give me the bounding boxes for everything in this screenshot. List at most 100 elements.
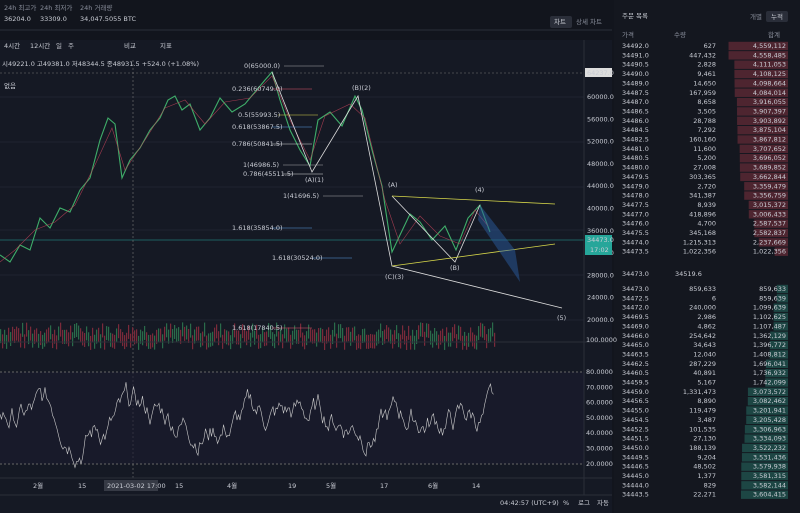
price-tick: 40000.0 — [587, 205, 614, 213]
quantity: 7,292 — [697, 126, 716, 134]
quantity: 12,040 — [693, 350, 716, 358]
volume-bar — [102, 323, 104, 338]
volume-bar — [434, 327, 436, 342]
interval[interactable]: 12시간 — [30, 41, 50, 50]
volume-bar — [92, 327, 94, 342]
scale-option[interactable]: 로그 — [578, 499, 590, 507]
volume-bar — [312, 329, 314, 344]
quantity: 8,658 — [697, 98, 716, 106]
total: 3,581,315 — [753, 472, 786, 480]
price-tick: 44000.0 — [587, 182, 614, 190]
price: 34450.0 — [622, 444, 649, 452]
projection — [478, 205, 520, 282]
volume-bar — [40, 331, 42, 346]
depth-bar — [737, 135, 788, 144]
volume-bar — [172, 329, 174, 344]
volume-bar — [268, 323, 270, 338]
volume-bar — [36, 328, 38, 343]
volume-bar — [382, 330, 384, 345]
depth-bar — [765, 359, 788, 368]
total: 4,559,112 — [753, 42, 786, 50]
volume-bar — [468, 332, 470, 347]
volume-bar — [202, 331, 204, 346]
quantity: 254,642 — [689, 332, 716, 340]
volume-bar — [152, 333, 154, 348]
fib-label: 1.618(35854.0) — [232, 224, 283, 232]
tab[interactable]: 차트 — [554, 17, 566, 26]
volume-bar — [174, 324, 176, 339]
stat-value: 34,047.5055 BTC — [80, 15, 136, 23]
mode[interactable]: 누적 — [771, 13, 783, 21]
volume-bar — [244, 328, 246, 343]
volume-bar — [296, 329, 298, 344]
price: 34477.5 — [622, 201, 649, 209]
volume-bar — [186, 325, 188, 340]
volume-bar — [384, 329, 386, 344]
quantity: 4,862 — [697, 322, 716, 330]
scale-option[interactable]: % — [563, 499, 569, 507]
depth-bar — [734, 60, 788, 69]
volume-bar — [68, 332, 70, 347]
price: 34443.5 — [622, 491, 649, 499]
volume-bar — [424, 331, 426, 346]
price: 34480.0 — [622, 164, 649, 172]
quantity: 27,008 — [693, 164, 716, 172]
volume-bar — [316, 332, 318, 347]
volume-bar — [10, 332, 12, 347]
volume-bar — [300, 323, 302, 338]
total: 2,582,837 — [753, 229, 786, 237]
total: 3,073,572 — [753, 388, 786, 396]
volume-bar — [326, 329, 328, 344]
volume-bar — [430, 330, 432, 345]
total: 3,867,812 — [753, 136, 786, 144]
volume-bar — [86, 326, 88, 341]
wave-label: (B) — [450, 264, 460, 272]
interval[interactable]: 4시간 — [4, 41, 20, 50]
volume-bar — [306, 331, 308, 346]
interval[interactable]: 일 — [56, 41, 62, 50]
volume-bar — [412, 329, 414, 344]
mode[interactable]: 개별 — [750, 12, 762, 21]
toolbar-button[interactable]: 비교 — [124, 41, 136, 50]
price: 34487.0 — [622, 98, 649, 106]
volume-bar — [464, 331, 466, 346]
total: 3,201,941 — [753, 407, 786, 415]
price: 34479.0 — [622, 182, 649, 190]
depth-bar — [776, 284, 788, 294]
depth-bar — [748, 210, 788, 219]
volume-bar — [48, 327, 50, 342]
volume-bar — [448, 332, 450, 347]
tab[interactable]: 상세 차트 — [576, 17, 602, 26]
volume-bar — [50, 325, 52, 340]
price-tick: 52000.0 — [587, 138, 614, 146]
volume-bar — [378, 329, 380, 344]
volume-bar — [232, 329, 234, 344]
volume-bar — [406, 335, 408, 350]
volume-bar — [22, 322, 24, 337]
price: 34487.5 — [622, 89, 649, 97]
rsi-tick: 50.0000 — [586, 414, 613, 422]
volume-bar — [348, 327, 350, 342]
tab-bg — [550, 16, 572, 28]
toolbar-button[interactable]: 지표 — [160, 41, 172, 50]
volume-bar — [54, 329, 56, 344]
total: 4,111,053 — [753, 61, 786, 69]
price: 34456.5 — [622, 397, 649, 405]
volume-bar — [104, 335, 106, 350]
quantity: 859,633 — [689, 285, 716, 293]
rsi-tick: 60.0000 — [586, 399, 613, 407]
volume-bar — [314, 329, 316, 344]
price: 34459.5 — [622, 379, 649, 387]
depth-bar — [744, 191, 788, 200]
volume-bar — [278, 331, 280, 346]
interval[interactable]: 주 — [68, 42, 74, 50]
depth-bar — [773, 303, 788, 312]
scale-option[interactable]: 자동 — [597, 498, 609, 507]
volume-bar — [444, 335, 446, 350]
depth-bar — [741, 453, 788, 462]
volume-bar — [336, 333, 338, 348]
total: 3,662,844 — [753, 173, 786, 181]
price: 34445.0 — [622, 472, 649, 480]
volume-bar — [394, 330, 396, 345]
volume-bar — [358, 334, 360, 349]
